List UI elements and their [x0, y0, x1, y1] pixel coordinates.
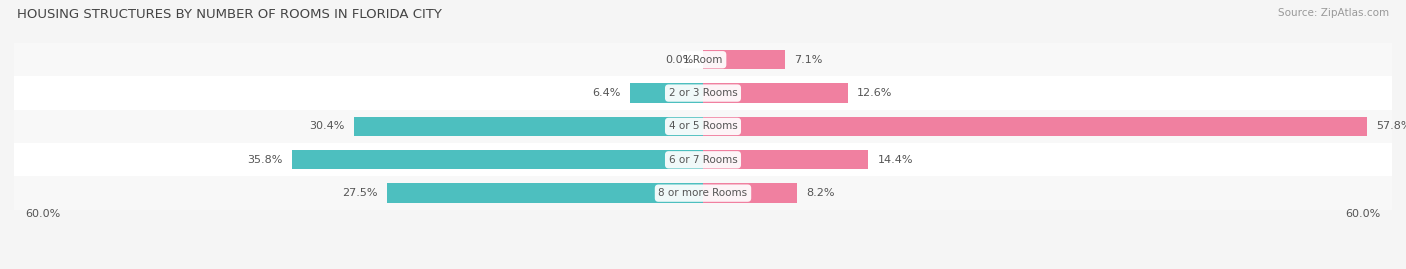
Text: 2 or 3 Rooms: 2 or 3 Rooms	[669, 88, 737, 98]
Bar	[14, 76, 1392, 110]
Text: 27.5%: 27.5%	[343, 188, 378, 198]
Text: 60.0%: 60.0%	[25, 209, 60, 219]
Bar	[354, 117, 703, 136]
Bar	[703, 117, 1367, 136]
Text: 4 or 5 Rooms: 4 or 5 Rooms	[669, 121, 737, 132]
Text: 7.1%: 7.1%	[794, 55, 823, 65]
Text: 60.0%: 60.0%	[1346, 209, 1381, 219]
Bar	[630, 83, 703, 103]
Bar	[14, 176, 1392, 210]
Bar	[292, 150, 703, 169]
Bar	[703, 183, 797, 203]
Bar	[14, 110, 1392, 143]
Text: 14.4%: 14.4%	[877, 155, 912, 165]
Text: 0.0%: 0.0%	[665, 55, 693, 65]
Text: 30.4%: 30.4%	[309, 121, 344, 132]
Text: HOUSING STRUCTURES BY NUMBER OF ROOMS IN FLORIDA CITY: HOUSING STRUCTURES BY NUMBER OF ROOMS IN…	[17, 8, 441, 21]
Bar	[387, 183, 703, 203]
Text: 8.2%: 8.2%	[807, 188, 835, 198]
Text: 57.8%: 57.8%	[1376, 121, 1406, 132]
Text: Source: ZipAtlas.com: Source: ZipAtlas.com	[1278, 8, 1389, 18]
Text: 6 or 7 Rooms: 6 or 7 Rooms	[669, 155, 737, 165]
Bar	[14, 43, 1392, 76]
Text: 1 Room: 1 Room	[683, 55, 723, 65]
Bar	[703, 150, 869, 169]
Bar	[703, 83, 848, 103]
Bar	[14, 143, 1392, 176]
Text: 12.6%: 12.6%	[856, 88, 893, 98]
Text: 6.4%: 6.4%	[592, 88, 620, 98]
Bar	[703, 50, 785, 69]
Text: 35.8%: 35.8%	[247, 155, 283, 165]
Text: 8 or more Rooms: 8 or more Rooms	[658, 188, 748, 198]
